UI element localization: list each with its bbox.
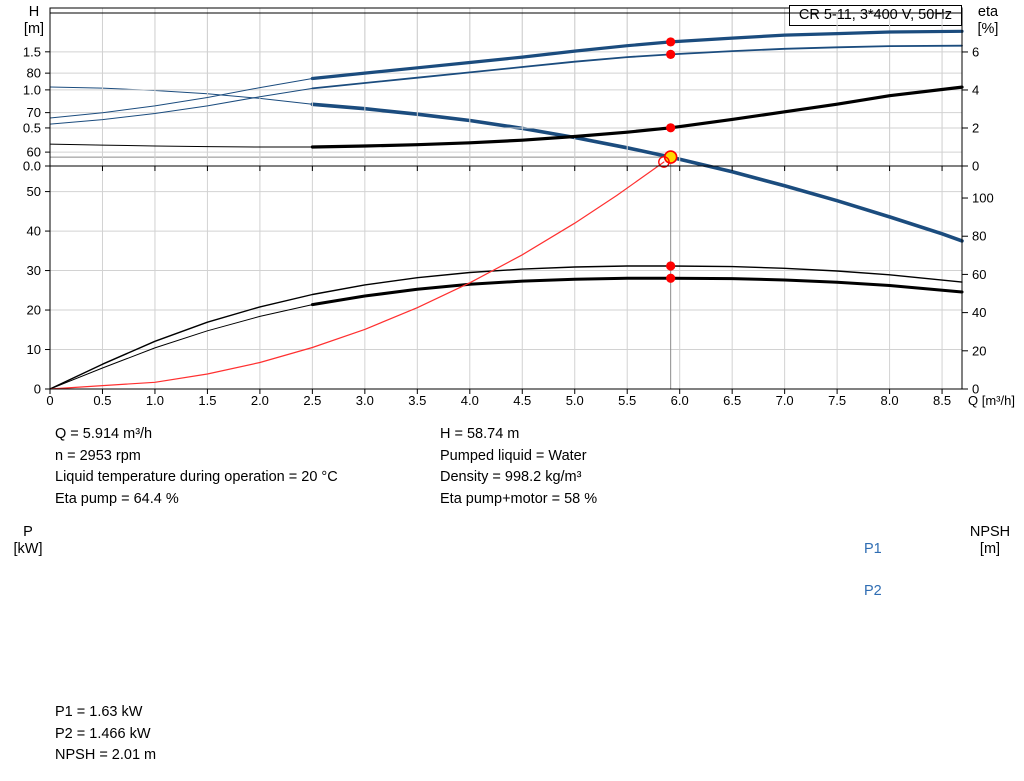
x-tick-label: 7.0 [776,393,794,408]
x-tick-label: 2.5 [303,393,321,408]
y-right-tick-label: 4 [972,82,979,97]
eta-axis-symbol: eta [977,4,999,20]
head-axis-unit: [m] [23,21,45,37]
y-right-tick-label: 60 [972,267,986,282]
x-tick-label: 6.5 [723,393,741,408]
npsh-axis-symbol: NPSH [969,524,1011,540]
y-left-tick-label: 0.5 [23,120,41,135]
x-tick-label: 5.5 [618,393,636,408]
info-line: NPSH = 2.01 m [55,747,157,763]
info-line: Pumped liquid = Water [440,447,587,464]
x-tick-label: 6.0 [671,393,689,408]
y-right-tick-label: 40 [972,305,986,320]
y-left-tick-label: 10 [27,342,41,357]
y-left-tick-label: 40 [27,224,41,239]
curve-p1-lead [49,78,313,119]
y-right-tick-label: 0 [972,382,979,397]
curve-p2 [311,44,963,90]
x-tick-label: 1.5 [198,393,216,408]
operating-point-dot [666,273,676,283]
info-line: Eta pump = 64.4 % [55,490,179,507]
y-left-tick-label: 0.0 [23,159,41,174]
x-axis-title: Q [m³/h] [968,393,1015,408]
curve-eta-pump-motor [310,276,964,307]
info-line: Liquid temperature during operation = 20… [55,469,338,485]
y-left-tick-label: 70 [27,105,41,120]
head-axis-label: H [m] [18,4,50,38]
x-tick-label: 1.0 [146,393,164,408]
y-left-tick-label: 20 [27,303,41,318]
npsh-axis-unit: [m] [979,541,1001,557]
curve-p2-lead [49,87,313,125]
x-tick-label: 7.5 [828,393,846,408]
x-tick-label: 5.0 [566,393,584,408]
power-axis-symbol: P [23,524,33,540]
operating-point-dot [666,261,676,271]
x-tick-label: 2.0 [251,393,269,408]
p1-series-label: P1 [864,541,882,557]
duty-info-right: H = 58.74 m Pumped liquid = Water Densit… [440,424,597,510]
info-line: n = 2953 rpm [55,447,141,464]
info-line: Q = 5.914 m³/h [55,426,153,442]
power-npsh-info: P1 = 1.63 kW P2 = 1.466 kW NPSH = 2.01 m [55,702,156,767]
curve-system-curve [49,161,665,390]
y-right-tick-label: 6 [972,44,979,59]
curve-eta-pump [49,265,963,390]
curve-p1 [310,29,964,81]
info-line: H = 58.74 m [440,426,520,442]
y-left-tick-label: 30 [27,263,41,278]
y-right-tick-label: 100 [972,191,994,206]
curve-head-lead [49,86,313,105]
y-right-tick-label: 2 [972,120,979,135]
info-line: Density = 998.2 kg/m³ [440,469,582,485]
y-left-tick-label: 0 [34,382,41,397]
y-left-tick-label: 60 [27,145,41,160]
curve-npsh-lead [49,143,313,148]
operating-point-dot [666,123,676,133]
curve-eta-pump-motor-lead [49,304,313,390]
x-tick-label: 3.0 [356,393,374,408]
eta-axis-unit: [%] [977,21,999,37]
y-left-tick-label: 1.5 [23,44,41,59]
power-axis-unit: [kW] [13,541,43,557]
eta-axis-label: eta [%] [966,4,1010,38]
info-line: P1 = 1.63 kW [55,704,143,720]
operating-point-dot [666,49,676,60]
y-right-tick-label: 80 [972,229,986,244]
x-tick-label: 8.5 [933,393,951,408]
curve-head [310,102,964,243]
x-tick-label: 8.0 [881,393,899,408]
x-tick-label: 4.5 [513,393,531,408]
info-line: Eta pump+motor = 58 % [440,490,598,507]
x-tick-label: 4.0 [461,393,479,408]
p2-series-label: P2 [864,583,882,599]
x-tick-label: 0.5 [93,393,111,408]
y-right-tick-label: 0 [972,159,979,174]
operating-point-dot [666,37,676,47]
head-axis-symbol: H [28,4,40,20]
x-tick-label: 3.5 [408,393,426,408]
y-left-tick-label: 80 [27,66,41,81]
power-axis-label: P [kW] [8,524,48,558]
info-line: P2 = 1.466 kW [55,725,151,742]
requested-duty-marker [658,156,670,168]
npsh-axis-label: NPSH [m] [964,524,1016,558]
x-tick-label: 0 [46,393,53,408]
y-right-tick-label: 20 [972,343,986,358]
duty-info-left: Q = 5.914 m³/h n = 2953 rpm Liquid tempe… [55,424,338,510]
y-left-tick-label: 50 [27,184,41,199]
curve-npsh [310,85,964,149]
power-npsh-chart[interactable]: 0.0 0.5 1.0 1.5 0 2 4 6 [0,0,1024,180]
y-left-tick-label: 1.0 [23,82,41,97]
